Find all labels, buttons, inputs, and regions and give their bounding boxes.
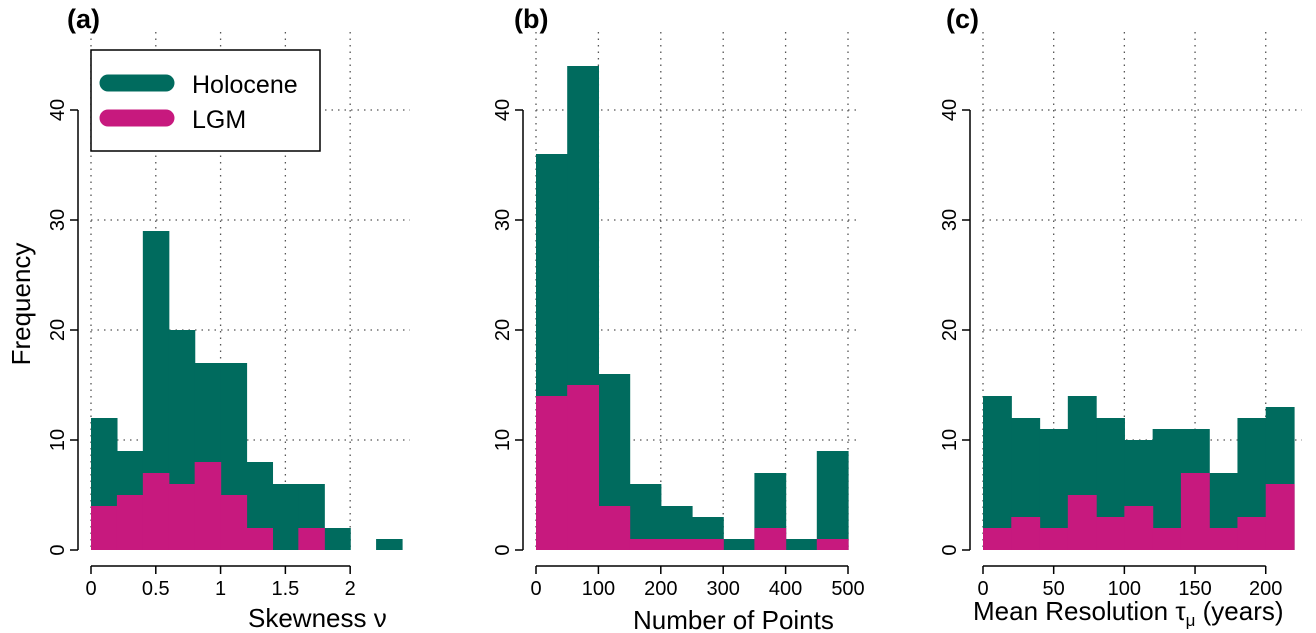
mu-subscript: μ	[1186, 611, 1196, 630]
bar-a-holocene-11	[376, 539, 403, 550]
y-tick-label-c-0: 0	[939, 544, 961, 555]
bar-c-lgm-1	[1011, 517, 1041, 550]
bar-a-lgm-6	[246, 528, 274, 550]
x-tick-label-c-0: 0	[977, 578, 988, 600]
bar-c-lgm-3	[1067, 495, 1097, 550]
panel-label-a: (a)	[67, 4, 100, 34]
x-tick-label-b-4: 400	[769, 578, 802, 600]
x-tick-label-a-1: 0.5	[142, 578, 170, 600]
bar-a-lgm-3	[168, 484, 196, 550]
x-tick-label-b-0: 0	[530, 578, 541, 600]
y-tick-label-b-2: 20	[492, 319, 514, 341]
bar-c-lgm-7	[1180, 473, 1210, 550]
x-tick-label-a-3: 1.5	[271, 578, 299, 600]
bar-c-lgm-9	[1237, 517, 1267, 550]
x-tick-label-a-2: 1	[215, 578, 226, 600]
bar-c-lgm-10	[1265, 484, 1295, 550]
bar-b-lgm-1	[567, 385, 599, 550]
y-tick-label-a-4: 40	[47, 99, 69, 121]
bar-b-lgm-2	[598, 506, 631, 550]
x-axis-title-c: Mean Resolution τμ (years)	[973, 596, 1284, 630]
y-tick-label-a-1: 10	[47, 429, 69, 451]
years-unit: (years)	[1195, 596, 1283, 626]
bar-a-holocene-9	[324, 528, 351, 550]
bar-a-lgm-2	[142, 473, 170, 550]
bar-b-lgm-4	[660, 539, 693, 550]
bar-layer	[91, 66, 1295, 550]
x-tick-label-c-2: 100	[1108, 578, 1141, 600]
x-tick-label-b-5: 500	[831, 578, 864, 600]
bar-b-lgm-0	[536, 396, 568, 550]
y-tick-label-a-2: 20	[47, 319, 69, 341]
bar-b-lgm-9	[816, 539, 849, 550]
legend-label-lgm: LGM	[192, 106, 246, 134]
bar-c-lgm-8	[1209, 528, 1239, 550]
y-axis-title: Frequency	[6, 243, 36, 366]
legend-box	[90, 49, 321, 152]
bar-c-holocene-0	[983, 396, 1012, 550]
bar-b-lgm-3	[629, 539, 662, 550]
y-tick-label-b-0: 0	[492, 544, 514, 555]
y-tick-label-b-4: 40	[492, 99, 514, 121]
y-tick-label-a-0: 0	[47, 544, 69, 555]
bar-b-holocene-9	[816, 451, 849, 550]
bar-c-lgm-5	[1124, 506, 1154, 550]
x-tick-label-c-1: 50	[1043, 578, 1065, 600]
bar-a-lgm-5	[220, 495, 248, 550]
y-tick-label-c-1: 10	[939, 429, 961, 451]
bar-c-lgm-0	[983, 528, 1012, 550]
y-tick-label-b-3: 30	[492, 209, 514, 231]
bar-c-lgm-4	[1096, 517, 1125, 550]
x-tick-label-a-4: 2	[345, 578, 356, 600]
legend-label-holocene: Holocene	[192, 71, 298, 99]
bar-b-holocene-6	[723, 539, 755, 550]
panel-label-b: (b)	[514, 4, 548, 34]
x-tick-label-b-1: 100	[582, 578, 615, 600]
x-tick-label-c-3: 150	[1178, 578, 1211, 600]
bar-c-lgm-6	[1152, 528, 1182, 550]
bar-c-lgm-2	[1039, 528, 1069, 550]
x-axis-title-b: Number of Points	[633, 605, 834, 633]
bar-a-lgm-1	[116, 495, 144, 550]
x-tick-label-b-3: 300	[707, 578, 740, 600]
x-tick-label-c-4: 200	[1249, 578, 1282, 600]
y-tick-label-c-2: 20	[939, 319, 961, 341]
y-tick-label-b-1: 10	[492, 429, 514, 451]
y-tick-label-a-3: 30	[47, 209, 69, 231]
bar-a-holocene-7	[272, 484, 299, 550]
bar-a-lgm-4	[194, 462, 222, 550]
x-tick-label-a-0: 0	[85, 578, 96, 600]
y-tick-label-c-4: 40	[939, 99, 961, 121]
bar-a-lgm-0	[91, 506, 118, 550]
bar-b-lgm-5	[692, 539, 724, 550]
bar-b-holocene-8	[785, 539, 818, 550]
x-axis-title-a: Skewness ν	[248, 603, 387, 633]
legend: Holocene LGM	[90, 49, 321, 152]
panel-label-c: (c)	[946, 4, 979, 34]
x-tick-label-b-2: 200	[644, 578, 677, 600]
y-tick-label-c-3: 30	[939, 209, 961, 231]
nu-symbol: ν	[374, 603, 387, 633]
bar-a-lgm-8	[298, 528, 325, 550]
bar-b-lgm-7	[754, 528, 787, 550]
